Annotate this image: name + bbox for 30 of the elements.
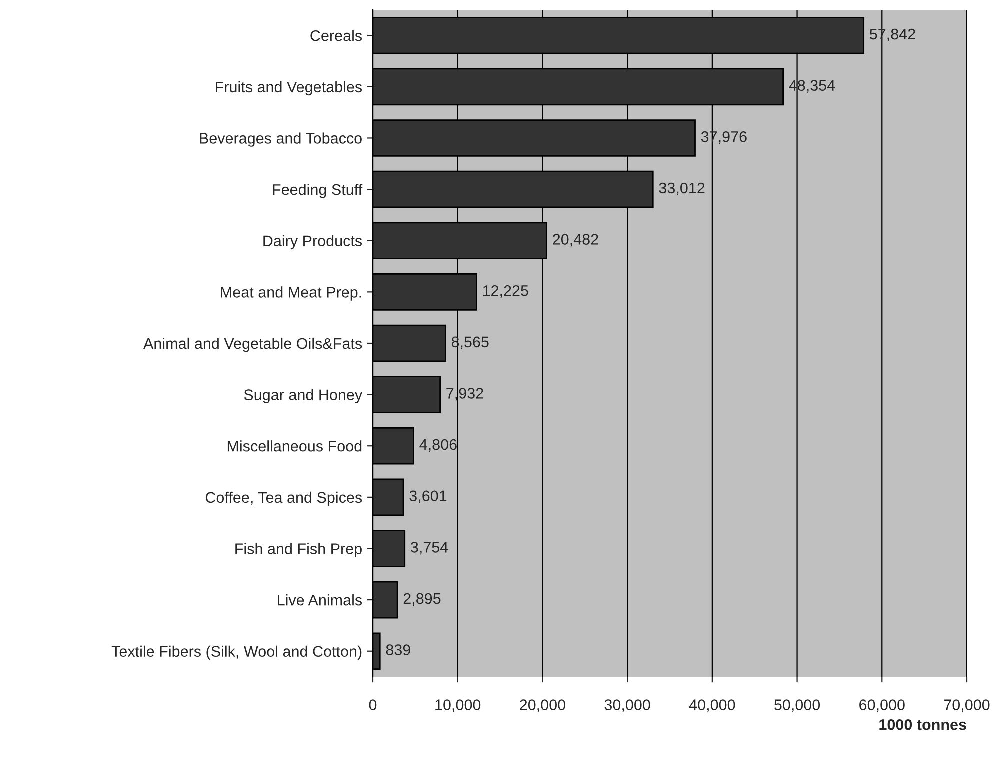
y-tick-label: Textile Fibers (Silk, Wool and Cotton)	[112, 646, 362, 660]
y-tick-label: Miscellaneous Food	[228, 440, 362, 452]
y-tick-label: Cereals	[310, 30, 362, 42]
y-tick-label: Live Animals	[278, 594, 362, 606]
x-tick-label: 30,000	[604, 700, 650, 712]
x-tick-label: 50,000	[774, 700, 820, 712]
x-axis-title: 1000 tonnes	[880, 719, 966, 730]
data-label: 839	[386, 644, 410, 656]
x-tick-label: 40,000	[689, 700, 736, 712]
y-tick-label: Feeding Stuff	[273, 184, 363, 198]
data-label: 20,482	[553, 234, 598, 247]
data-label: 4,806	[420, 439, 457, 452]
x-tick-label: 0	[369, 700, 377, 710]
y-tick-label: Coffee, Tea and Spices	[206, 492, 362, 506]
y-tick-label: Dairy Products	[264, 235, 362, 250]
y-tick-label: Beverages and Tobacco	[200, 132, 362, 147]
y-tick-label: Animal and Vegetable Oils&Fats	[144, 338, 362, 352]
x-tick-label: 20,000	[520, 700, 566, 712]
x-tick-label: 60,000	[860, 700, 905, 712]
data-label: 3,601	[410, 490, 447, 504]
x-tick-label: 70,000	[944, 700, 990, 712]
x-tick-label: 10,000	[436, 700, 481, 712]
data-label: 2,895	[404, 593, 441, 606]
data-label: 3,754	[410, 542, 448, 555]
y-tick-label: Fruits and Vegetables	[216, 81, 362, 96]
y-tick-label: Sugar and Honey	[244, 389, 363, 404]
data-label: 12,225	[483, 285, 528, 298]
y-tick-label: Fish and Fish Prep	[236, 543, 362, 558]
data-label: 33,012	[659, 182, 705, 196]
y-tick-label: Meat and Meat Prep.	[221, 286, 362, 301]
